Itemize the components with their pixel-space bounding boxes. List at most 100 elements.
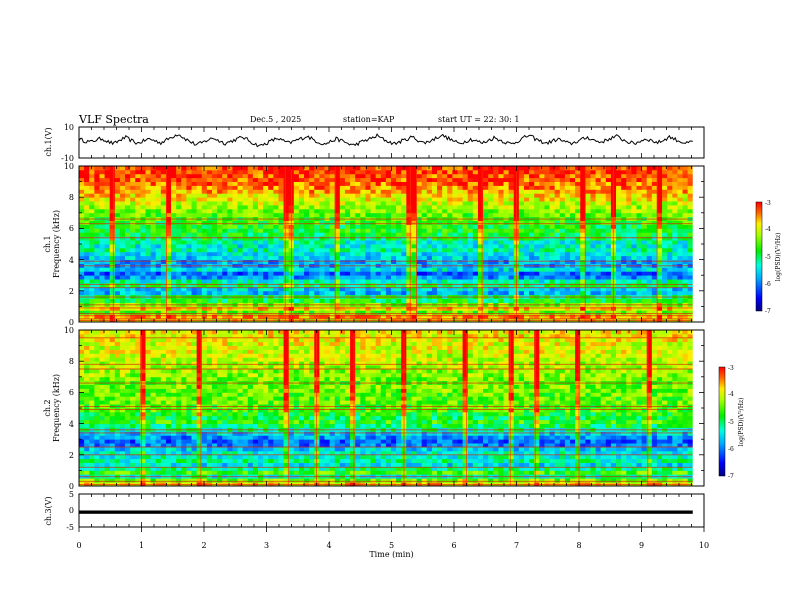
spectrogram-cell — [463, 240, 469, 244]
spectrogram-cell — [688, 186, 694, 190]
spectrogram-cell — [626, 178, 632, 182]
spectrogram-cell — [222, 306, 228, 310]
spectrogram-cell — [181, 213, 187, 217]
spectrogram-cell — [642, 213, 648, 217]
spectrogram-cell — [585, 213, 591, 217]
spectrogram-cell — [125, 310, 131, 314]
spectrogram-cell — [186, 260, 192, 264]
spectrogram-cell — [473, 209, 479, 213]
spectrogram-cell — [688, 232, 694, 236]
spectrogram-cell — [263, 256, 269, 260]
spectrogram-cell — [483, 213, 489, 217]
spectrogram-cell — [442, 256, 448, 260]
spectrogram-cell — [376, 205, 382, 209]
spectrogram-cell — [135, 314, 141, 318]
spectrogram-cell — [565, 201, 571, 205]
spectrogram-cell — [161, 228, 167, 232]
spectrogram-cell — [120, 244, 126, 248]
spectrogram-cell — [217, 213, 223, 217]
spectrogram-cell — [468, 213, 474, 217]
spectrogram-cell — [243, 170, 249, 174]
spectrogram-cell — [555, 213, 561, 217]
spectrogram-cell — [550, 260, 556, 264]
spectrogram-cell — [601, 225, 607, 229]
spectrogram-cell — [105, 252, 111, 256]
spectrogram-cell — [391, 256, 397, 260]
spectrogram-cell — [79, 236, 85, 240]
spectrogram-cell — [115, 178, 121, 182]
spectrogram-cell — [232, 240, 238, 244]
spectrogram-cell — [519, 275, 525, 279]
spectrogram-cell — [340, 170, 346, 174]
spectrogram-cell — [463, 310, 469, 314]
spectrogram-cell — [662, 283, 668, 287]
spectrogram-cell — [94, 244, 100, 248]
spectrogram-cell — [94, 271, 100, 275]
spectrogram-cell — [442, 182, 448, 186]
spectrogram-cell — [130, 310, 136, 314]
spectrogram-cell — [565, 244, 571, 248]
spectrogram-cell — [350, 225, 356, 229]
spectrogram-cell — [683, 209, 689, 213]
spectrogram-cell — [84, 236, 90, 240]
spectrogram-cell — [437, 170, 443, 174]
spectrogram-cell — [647, 197, 653, 201]
spectrogram-cell — [631, 228, 637, 232]
spectrogram-cell — [585, 170, 591, 174]
spectrogram-cell — [304, 166, 310, 170]
spectrogram-cell — [401, 299, 407, 303]
spectrogram-cell — [509, 178, 515, 182]
spectrogram-cell — [365, 225, 371, 229]
spectrogram-cell — [636, 209, 642, 213]
spectrogram-cell — [417, 232, 423, 236]
spectrogram-cell — [207, 178, 213, 182]
spectrogram-cell — [652, 221, 658, 225]
spectrogram-cell — [406, 271, 412, 275]
spectrogram-cell — [381, 193, 387, 197]
spectrogram-cell — [181, 299, 187, 303]
spectrogram-cell — [340, 248, 346, 252]
spectrogram-cell — [488, 197, 494, 201]
date-label: Dec.5 , 2025 — [250, 115, 301, 124]
spectrogram-cell — [417, 248, 423, 252]
spectrogram-cell — [345, 248, 351, 252]
spectrogram-cell — [601, 236, 607, 240]
spectrogram-cell — [544, 244, 550, 248]
spectrogram-cell — [304, 221, 310, 225]
spectrogram-cell — [504, 260, 510, 264]
spectrogram-cell — [243, 189, 249, 193]
spectrogram-cell — [325, 174, 331, 178]
spectrogram-cell — [401, 232, 407, 236]
spectrogram-cell — [417, 213, 423, 217]
spectrogram-cell — [171, 260, 177, 264]
spectrogram-cell — [575, 201, 581, 205]
spectrogram-cell — [248, 314, 254, 318]
spectrogram-cell — [304, 189, 310, 193]
spectrogram-cell — [636, 182, 642, 186]
spectrogram-cell — [79, 275, 85, 279]
spectrogram-cell — [427, 186, 433, 190]
spectrogram-cell — [227, 279, 233, 283]
spectrogram-cell — [442, 314, 448, 318]
spectrogram-cell — [130, 228, 136, 232]
spectrogram-cell — [672, 283, 678, 287]
spectrogram-cell — [222, 240, 228, 244]
spectrogram-cell — [534, 205, 540, 209]
spectrogram-cell — [437, 189, 443, 193]
spectrogram-cell — [284, 197, 290, 201]
spectrogram-cell — [243, 225, 249, 229]
spectrogram-cell — [278, 225, 284, 229]
spectrogram-cell — [115, 283, 121, 287]
spectrogram-cell — [468, 248, 474, 252]
spectrogram-cell — [284, 228, 290, 232]
spectrogram-cell — [350, 244, 356, 248]
spectrogram-cell — [340, 260, 346, 264]
spectrogram-cell — [325, 228, 331, 232]
spectrogram-cell — [278, 209, 284, 213]
spectrogram-cell — [662, 225, 668, 229]
spectrogram-cell — [340, 182, 346, 186]
spectrogram-cell — [672, 252, 678, 256]
spectrogram-cell — [258, 228, 264, 232]
spectrogram-cell — [524, 306, 530, 310]
spectrogram-cell — [176, 314, 182, 318]
